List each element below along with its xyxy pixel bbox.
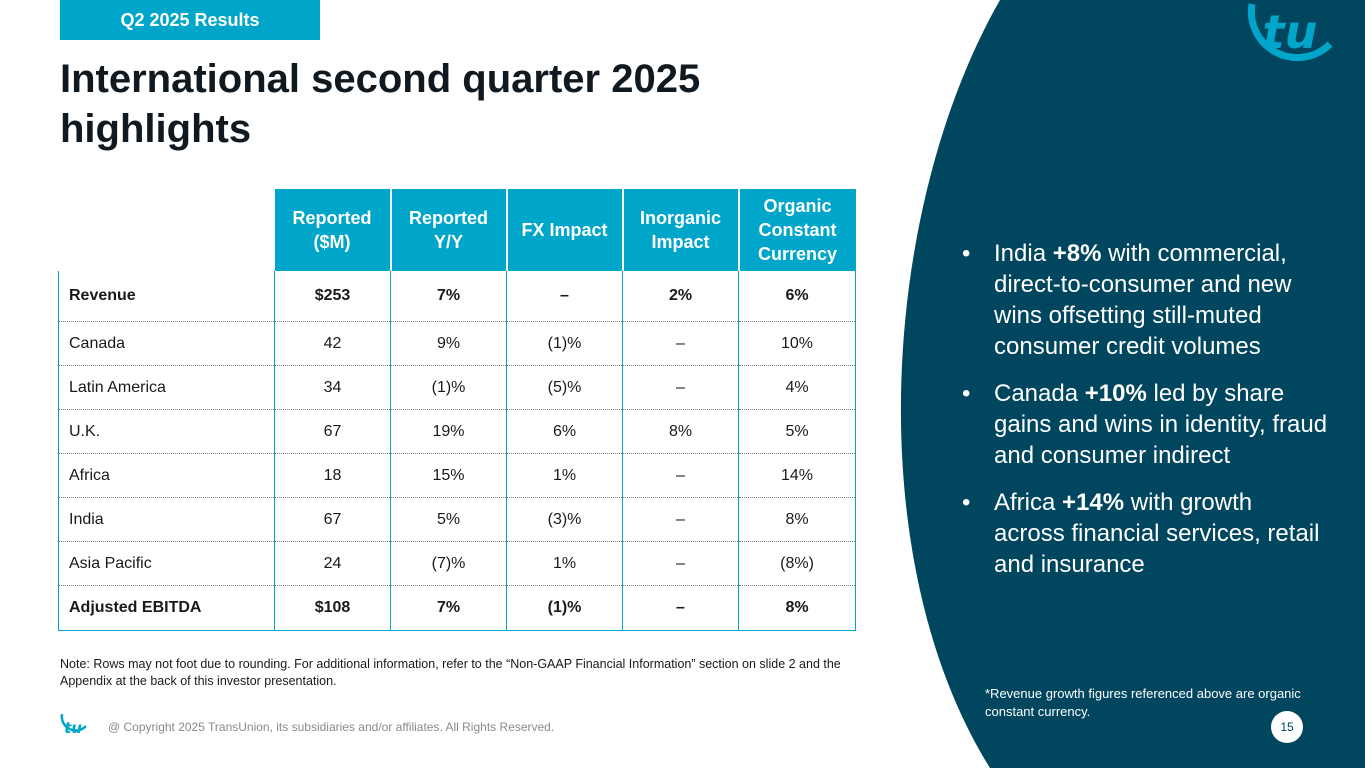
table-row: Revenue $253 7% – 2% 6%: [58, 271, 856, 322]
highlight-item: • Africa +14% with growth across financi…: [958, 487, 1328, 580]
table-cell: $253: [274, 271, 391, 322]
table-row: U.K. 67 19% 6% 8% 5%: [58, 409, 856, 454]
table-note: Note: Rows may not foot due to rounding.…: [60, 657, 841, 688]
table-cell: (8%): [738, 541, 856, 586]
table-cell: 6%: [506, 409, 623, 454]
financial-table: Reported ($M) Reported Y/Y FX Impact Ino…: [58, 189, 856, 631]
table-row: Africa 18 15% 1% – 14%: [58, 453, 856, 498]
table-cell: 8%: [738, 497, 856, 542]
table-cell: 5%: [738, 409, 856, 454]
table-cell: 19%: [390, 409, 507, 454]
table-cell: (1)%: [506, 321, 623, 366]
table-cell: 42: [274, 321, 391, 366]
bullet-text: India: [994, 240, 1053, 267]
row-label: India: [58, 497, 275, 542]
table-cell: 7%: [390, 585, 507, 631]
table-cell: 8%: [622, 409, 739, 454]
row-label: Revenue: [58, 271, 275, 322]
bullet-marker: •: [962, 240, 971, 267]
bullet-growth: +8%: [1052, 240, 1102, 267]
table-row: Latin America 34 (1)% (5)% – 4%: [58, 365, 856, 410]
table-cell: 14%: [738, 453, 856, 498]
header-blank: [59, 189, 275, 271]
table-cell: 18: [274, 453, 391, 498]
row-label: Africa: [58, 453, 275, 498]
section-badge: Q2 2025 Results: [60, 0, 320, 40]
highlights-list: • India +8% with commercial, direct-to-c…: [958, 238, 1328, 596]
row-label: Canada: [58, 321, 275, 366]
table-cell: –: [622, 365, 739, 410]
bullet-marker: •: [962, 489, 971, 516]
table-row: Adjusted EBITDA $108 7% (1)% – 8%: [58, 585, 856, 631]
column-header: Organic Constant Currency: [738, 189, 856, 271]
footer-logo-text: tu: [64, 719, 82, 737]
bullet-marker: •: [962, 380, 971, 407]
row-label: U.K.: [58, 409, 275, 454]
table-cell: $108: [274, 585, 391, 631]
table-cell: –: [506, 271, 623, 322]
copyright-text: @ Copyright 2025 TransUnion, its subsidi…: [108, 720, 555, 734]
table-cell: 4%: [738, 365, 856, 410]
table-cell: 5%: [390, 497, 507, 542]
bullet-text: Africa: [994, 489, 1063, 516]
table-cell: (3)%: [506, 497, 623, 542]
table-cell: 1%: [506, 453, 623, 498]
footnote: *Revenue growth figures referenced above…: [985, 686, 1301, 719]
transunion-logo-icon: tu: [1247, 3, 1333, 62]
bullet-text: Canada: [994, 380, 1085, 407]
column-header: Reported ($M): [274, 189, 392, 271]
page-title: International second quarter 2025 highli…: [60, 57, 701, 151]
table-cell: 10%: [738, 321, 856, 366]
footer-logo-icon: tu: [60, 713, 87, 737]
table-cell: –: [622, 453, 739, 498]
table-cell: 15%: [390, 453, 507, 498]
table-cell: –: [622, 585, 739, 631]
bullet-text: with commercial, direct-to-consumer and …: [994, 240, 1292, 360]
table-row: India 67 5% (3)% – 8%: [58, 497, 856, 542]
column-header: Inorganic Impact: [622, 189, 740, 271]
table-row: Asia Pacific 24 (7)% 1% – (8%): [58, 541, 856, 586]
table-cell: 7%: [390, 271, 507, 322]
bullet-growth: +10%: [1084, 380, 1147, 407]
column-header: Reported Y/Y: [390, 189, 508, 271]
logo-text: tu: [1263, 5, 1318, 59]
table-cell: (1)%: [390, 365, 507, 410]
bullet-text: led by share gains and wins in identity,…: [994, 380, 1328, 469]
table-cell: (7)%: [390, 541, 507, 586]
table-cell: 2%: [622, 271, 739, 322]
page-number: 15: [1271, 711, 1303, 743]
table-cell: –: [622, 541, 739, 586]
highlight-item: • Canada +10% led by share gains and win…: [958, 378, 1328, 471]
table-cell: 9%: [390, 321, 507, 366]
table-row: Canada 42 9% (1)% – 10%: [58, 321, 856, 366]
table-header-row: Reported ($M) Reported Y/Y FX Impact Ino…: [59, 189, 856, 271]
table-cell: 67: [274, 409, 391, 454]
table-cell: 6%: [738, 271, 856, 322]
table-cell: 24: [274, 541, 391, 586]
row-label: Asia Pacific: [58, 541, 275, 586]
column-header: FX Impact: [506, 189, 624, 271]
table-cell: –: [622, 321, 739, 366]
table-cell: (5)%: [506, 365, 623, 410]
bullet-growth: +14%: [1062, 489, 1125, 516]
row-label: Latin America: [58, 365, 275, 410]
table-cell: –: [622, 497, 739, 542]
table-cell: 1%: [506, 541, 623, 586]
table-cell: 8%: [738, 585, 856, 631]
highlight-item: • India +8% with commercial, direct-to-c…: [958, 238, 1328, 362]
table-cell: (1)%: [506, 585, 623, 631]
table-cell: 67: [274, 497, 391, 542]
bullet-text: with growth across financial services, r…: [994, 489, 1320, 578]
table-cell: 34: [274, 365, 391, 410]
row-label: Adjusted EBITDA: [58, 585, 275, 631]
